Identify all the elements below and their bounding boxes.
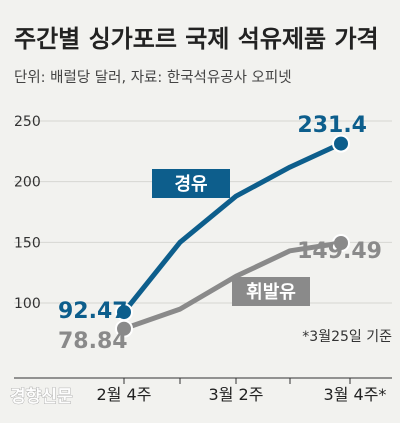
data-label-s0-4: 231.4 [297,113,367,138]
source-watermark: 경향신문 [10,386,73,407]
point-s1-4 [332,234,350,252]
y-gridlines [14,120,392,304]
data-labels: 92.47 231.4 78.84 149.49 [58,113,382,354]
date-note: *3월25일 기준 [302,329,392,345]
y-tick-100: 100 [14,296,41,312]
chart-subtitle: 단위: 배럴당 달러, 자료: 한국석유공사 오피넷 [14,69,292,86]
series-line-1 [121,240,344,332]
data-label-s0-0: 92.47 [58,299,128,324]
x-tick-label-4: 3월 4주* [324,385,387,404]
series-points [115,134,350,338]
y-tick-250: 250 [14,114,41,130]
y-tick-200: 200 [14,175,41,191]
x-tick-marks [123,378,351,384]
series-label-0: 경유 [174,174,207,195]
x-tick-labels: 2월 4주 3월 2주 3월 4주* [97,385,387,404]
series-label-1: 휘발유 [246,281,296,303]
x-tick-label-2: 3월 2주 [209,385,264,404]
x-tick-label-0: 2월 4주 [97,385,152,404]
series-label-box-0 [152,169,230,198]
point-s0-4 [332,134,350,153]
series-lines [121,141,344,332]
y-tick-labels: 250 200 150 100 [14,114,41,312]
series-label-box-1 [232,277,310,306]
point-s1-0 [115,319,133,338]
chart-title: 주간별 싱가포르 국제 석유제품 가격 [14,25,379,53]
data-label-s1-4: 149.49 [297,239,382,264]
y-tick-150: 150 [14,235,41,251]
series-line-0 [121,141,344,315]
data-label-s1-0: 78.84 [58,329,128,354]
